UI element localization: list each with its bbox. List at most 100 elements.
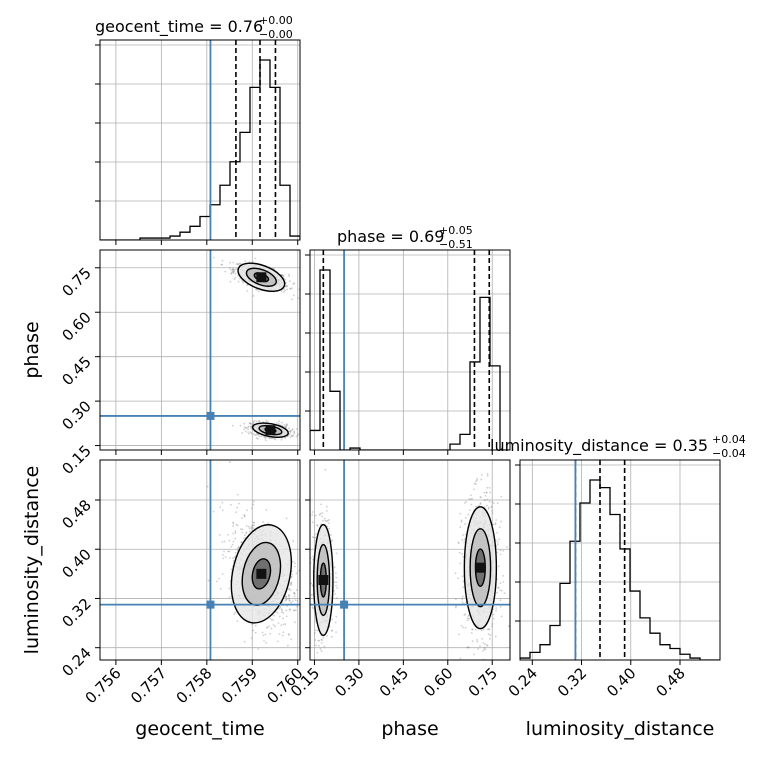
sample-point bbox=[314, 536, 317, 539]
sample-point bbox=[483, 646, 486, 649]
sample-point bbox=[314, 639, 317, 641]
sample-point bbox=[498, 538, 501, 541]
panel-content bbox=[310, 460, 510, 660]
sample-point bbox=[212, 256, 215, 259]
sample-point bbox=[287, 633, 290, 636]
sample-point bbox=[484, 499, 487, 502]
density-peak bbox=[265, 425, 276, 436]
sample-point bbox=[318, 644, 320, 647]
sample-point bbox=[243, 426, 246, 429]
sample-point bbox=[282, 274, 285, 277]
sample-point bbox=[289, 431, 292, 434]
sample-point bbox=[457, 541, 460, 544]
sample-point bbox=[221, 553, 224, 556]
x-tick-label-phase-1: 0.30 bbox=[331, 664, 367, 700]
sample-point bbox=[288, 598, 290, 600]
sample-point bbox=[488, 628, 491, 631]
sample-point bbox=[502, 549, 505, 552]
sample-point bbox=[237, 546, 240, 548]
sample-point bbox=[267, 522, 270, 524]
sample-point bbox=[296, 605, 298, 608]
x-tick-label-geocent_time-2: 0.758 bbox=[173, 664, 216, 707]
sample-point bbox=[285, 615, 288, 618]
sample-point bbox=[285, 285, 288, 288]
sample-point bbox=[287, 644, 289, 647]
sample-point bbox=[286, 288, 289, 291]
sample-point bbox=[454, 606, 457, 609]
sample-point bbox=[265, 419, 268, 422]
sample-point bbox=[286, 284, 289, 287]
sample-point bbox=[492, 523, 495, 526]
title-phase: phase = 0.69 bbox=[337, 227, 444, 246]
sample-point bbox=[306, 608, 308, 610]
sample-point bbox=[469, 509, 471, 511]
sample-point bbox=[229, 261, 232, 264]
sample-point bbox=[230, 503, 233, 506]
sample-point bbox=[228, 539, 231, 542]
sample-point bbox=[320, 503, 322, 506]
sample-point bbox=[221, 259, 224, 262]
sample-point bbox=[232, 557, 234, 560]
sample-point bbox=[318, 639, 321, 642]
sample-point bbox=[290, 583, 293, 585]
sample-point bbox=[281, 601, 284, 604]
sample-point bbox=[231, 601, 233, 603]
sample-point bbox=[243, 534, 246, 537]
sample-point bbox=[250, 526, 253, 529]
sample-point bbox=[483, 648, 486, 651]
sample-point bbox=[319, 648, 322, 650]
sample-point bbox=[289, 430, 292, 432]
sample-point bbox=[247, 426, 249, 429]
sample-point bbox=[297, 433, 299, 436]
sample-point bbox=[263, 640, 265, 642]
sample-point bbox=[458, 633, 460, 636]
sample-point bbox=[496, 502, 499, 505]
sample-point bbox=[320, 642, 323, 644]
sample-point bbox=[312, 607, 315, 610]
sample-point bbox=[481, 474, 483, 476]
sample-point bbox=[489, 637, 491, 640]
sample-point bbox=[293, 431, 296, 434]
sample-point bbox=[257, 419, 260, 422]
sample-point bbox=[500, 589, 503, 592]
sample-point bbox=[233, 278, 236, 281]
sample-point bbox=[266, 627, 268, 629]
sample-point bbox=[241, 517, 243, 520]
sample-point bbox=[320, 523, 323, 525]
sample-point bbox=[243, 428, 245, 431]
panel-content bbox=[100, 460, 308, 660]
sample-point bbox=[267, 420, 269, 423]
sample-point bbox=[243, 514, 246, 517]
sample-point bbox=[285, 517, 288, 520]
y-tick-label-luminosity_distance-3: 0.48 bbox=[58, 496, 94, 532]
density-peak bbox=[256, 568, 267, 579]
truth-marker bbox=[206, 411, 215, 420]
sample-point bbox=[285, 598, 288, 601]
sample-point bbox=[474, 480, 477, 483]
sample-point bbox=[245, 532, 248, 535]
sample-point bbox=[250, 425, 252, 428]
sample-point bbox=[462, 586, 465, 589]
title-geocent-time-sup: +0.00 bbox=[259, 14, 293, 27]
sample-point bbox=[296, 434, 299, 437]
sample-point bbox=[471, 640, 474, 643]
sample-point bbox=[257, 290, 260, 293]
sample-point bbox=[499, 549, 502, 552]
sample-point bbox=[464, 613, 467, 616]
sample-point bbox=[264, 437, 267, 440]
panel-frame bbox=[99, 39, 301, 241]
sample-point bbox=[288, 275, 291, 278]
sample-point bbox=[482, 628, 485, 631]
sample-point bbox=[487, 506, 490, 509]
title-luminosity-distance-main: luminosity_distance = 0.35 bbox=[490, 436, 708, 456]
sample-point bbox=[231, 271, 233, 273]
sample-point bbox=[239, 277, 241, 280]
sample-point bbox=[285, 285, 287, 288]
sample-point bbox=[270, 627, 273, 630]
sample-point bbox=[234, 276, 237, 279]
sample-point bbox=[296, 599, 299, 602]
sample-point bbox=[269, 437, 272, 440]
sample-point bbox=[284, 282, 287, 284]
sample-point bbox=[324, 519, 327, 522]
sample-point bbox=[311, 606, 314, 609]
